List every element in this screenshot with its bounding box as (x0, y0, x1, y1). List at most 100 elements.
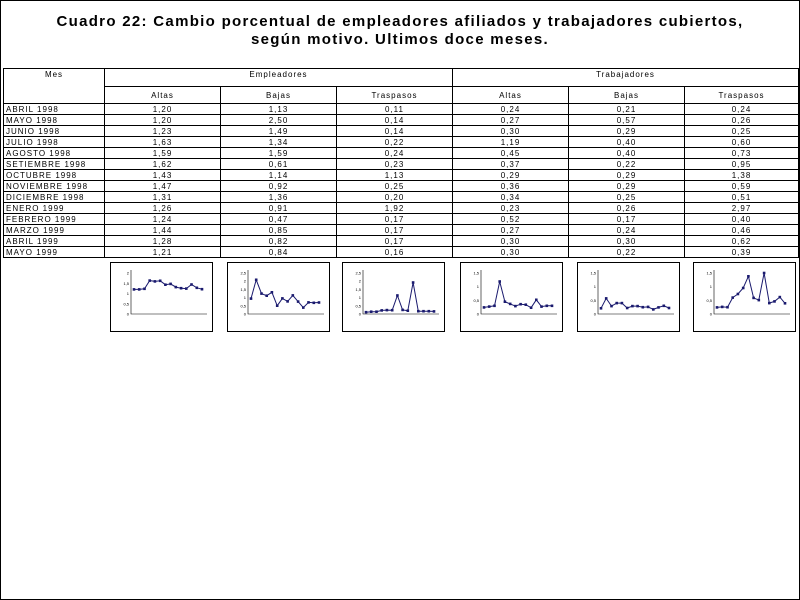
data-point (720, 305, 724, 309)
data-point (636, 304, 639, 308)
cell-value: 1,21 (104, 246, 221, 258)
cell-mes: ABRIL 1998 (3, 103, 105, 115)
cell-value: 0,27 (452, 224, 569, 236)
cell-value: 1,20 (104, 103, 221, 115)
data-point (143, 287, 146, 291)
data-point (422, 309, 425, 313)
cell-value: 1,47 (104, 180, 221, 192)
cell-value: 0,45 (452, 147, 569, 159)
table-row: ENERO 1999 1,26 0,91 1,92 0,23 0,26 2,97 (3, 202, 799, 214)
cell-value: 0,22 (336, 136, 453, 148)
cell-value: 2,97 (684, 202, 799, 214)
data-point (169, 282, 172, 286)
cell-mes: ABRIL 1999 (3, 235, 105, 247)
cell-value: 1,13 (220, 103, 337, 115)
data-point (493, 304, 496, 308)
data-point (401, 308, 404, 312)
cell-mes: MAYO 1998 (3, 114, 105, 126)
data-point (529, 306, 533, 309)
cell-mes: FEBRERO 1999 (3, 213, 105, 225)
data-point (390, 308, 394, 312)
mini-chart-bajas-empleadores: 2,5 2 1,5 1 0,5 0 (227, 262, 330, 332)
cell-value: 0,60 (684, 136, 799, 148)
data-point (385, 308, 389, 312)
y-tick-label: 2 (359, 279, 362, 284)
cell-value: 0,25 (684, 125, 799, 137)
cell-mes: OCTUBRE 1998 (3, 169, 105, 181)
y-tick-label: 0 (359, 312, 362, 317)
cell-value: 0,17 (568, 213, 685, 225)
y-tick-label: 0,5 (355, 303, 361, 308)
data-point (164, 283, 167, 286)
chart-axis (247, 270, 324, 315)
data-point (550, 304, 554, 308)
data-point (417, 309, 420, 313)
cell-value: 1,38 (684, 169, 799, 181)
cell-value: 0,24 (336, 147, 453, 159)
y-tick-label: 1 (710, 284, 713, 289)
cell-value: 1,20 (104, 114, 221, 126)
series-line (483, 281, 552, 309)
data-point (741, 286, 745, 290)
y-tick-label: 0 (710, 312, 713, 317)
cell-mes: MARZO 1999 (3, 224, 105, 236)
data-point (768, 301, 771, 305)
data-point (625, 306, 629, 310)
data-point (545, 304, 549, 308)
cell-mes: NOVIEMBRE 1998 (3, 180, 105, 192)
data-point (519, 302, 522, 306)
data-point (307, 301, 310, 304)
table-row: JULIO 1998 1,63 1,34 0,22 1,19 0,40 0,60 (3, 136, 799, 148)
data-point (185, 287, 188, 290)
y-tick-label: 2,5 (355, 271, 361, 276)
chart-axis (597, 270, 674, 315)
data-point (190, 283, 193, 286)
cell-value: 0,92 (220, 180, 337, 192)
y-tick-label: 1,5 (473, 271, 479, 276)
data-point (375, 310, 378, 313)
data-point (132, 288, 136, 291)
data-point (662, 304, 666, 308)
header-empleadores: Empleadores (104, 68, 453, 87)
cell-value: 0,40 (568, 147, 685, 159)
title-line-1: Cuadro 22: Cambio porcentual de empleado… (56, 13, 744, 30)
cell-value: 1,19 (452, 136, 569, 148)
chart-svg: 1,5 1 0,5 0 (473, 270, 557, 317)
data-point (195, 286, 199, 290)
cell-mes: MAYO 1999 (3, 246, 105, 258)
cell-value: 0,62 (684, 235, 799, 247)
data-point (752, 296, 755, 300)
cell-value: 1,34 (220, 136, 337, 148)
cell-value: 0,30 (452, 125, 569, 137)
table-row: ABRIL 1998 1,20 1,13 0,11 0,24 0,21 0,24 (3, 103, 799, 115)
data-point (200, 287, 204, 291)
chart-svg: 2 1,5 1 0,5 0 (123, 270, 207, 317)
cell-value: 0,82 (220, 235, 337, 247)
cell-value: 0,37 (452, 158, 569, 170)
table-row: JUNIO 1998 1,23 1,49 0,14 0,30 0,29 0,25 (3, 125, 799, 137)
data-point (610, 304, 613, 308)
cell-value: 1,36 (220, 191, 337, 203)
data-point (281, 297, 284, 300)
data-point (773, 300, 776, 303)
data-point (137, 288, 141, 291)
y-tick-label: 1,5 (240, 287, 246, 292)
mini-chart-altas-trabajadores: 1,5 1 0,5 0 (460, 262, 563, 332)
cell-value: 0,26 (568, 202, 685, 214)
cell-value: 1,92 (336, 202, 453, 214)
data-point (302, 306, 305, 309)
cell-value: 1,14 (220, 169, 337, 181)
cell-value: 0,27 (452, 114, 569, 126)
data-point (535, 298, 538, 302)
cell-value: 1,59 (220, 147, 337, 159)
cell-value: 0,26 (684, 114, 799, 126)
subheader-altas-empleadores: Altas (104, 86, 221, 104)
mini-chart-traspasos-trabajadores: 1,5 1 0,5 0 (693, 262, 796, 332)
y-tick-label: 1,5 (706, 271, 712, 276)
y-tick-label: 0 (244, 312, 247, 317)
cell-value: 1,31 (104, 191, 221, 203)
data-point (524, 303, 528, 306)
data-point (514, 304, 517, 308)
mini-chart-bajas-trabajadores: 1,5 1 0,5 0 (577, 262, 680, 332)
data-point (631, 304, 634, 308)
